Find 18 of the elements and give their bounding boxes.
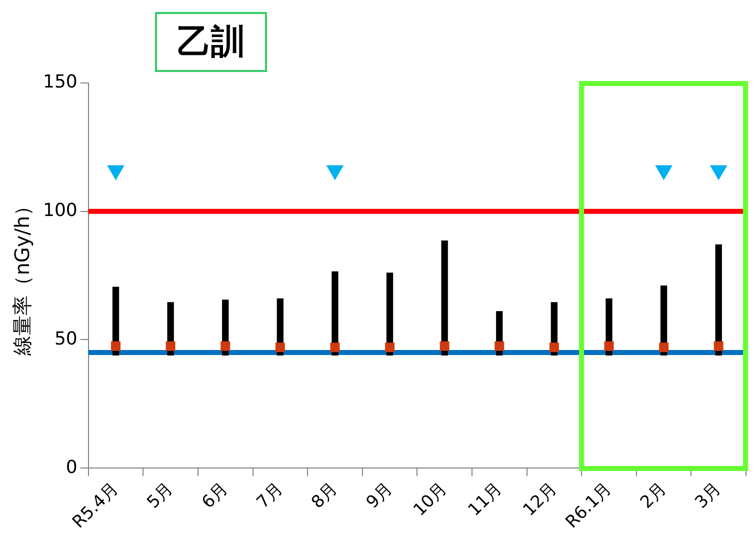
x-tick-label: 9月 [362,478,396,513]
x-tick-label: 3月 [691,478,726,513]
x-tick-label: 8月 [308,478,342,513]
chart-title: 乙訓 [155,12,267,72]
x-tick-label: 6月 [198,478,232,513]
x-tick-label: 7月 [253,478,287,513]
x-tick-label: 5月 [143,478,178,513]
y-tick-label: 0 [66,456,78,478]
x-tick-label: 12月 [519,478,561,520]
x-tick-label: 11月 [464,478,506,520]
y-tick-label: 150 [42,72,78,93]
bar [441,240,448,356]
y-tick-label: 100 [42,200,78,222]
x-tick-label: 2月 [636,478,670,513]
x-tick-label: 10月 [410,478,452,520]
bar [332,271,338,356]
y-tick-label: 50 [54,328,78,350]
y-axis-title: 線量率（nGy/h） [10,196,34,356]
